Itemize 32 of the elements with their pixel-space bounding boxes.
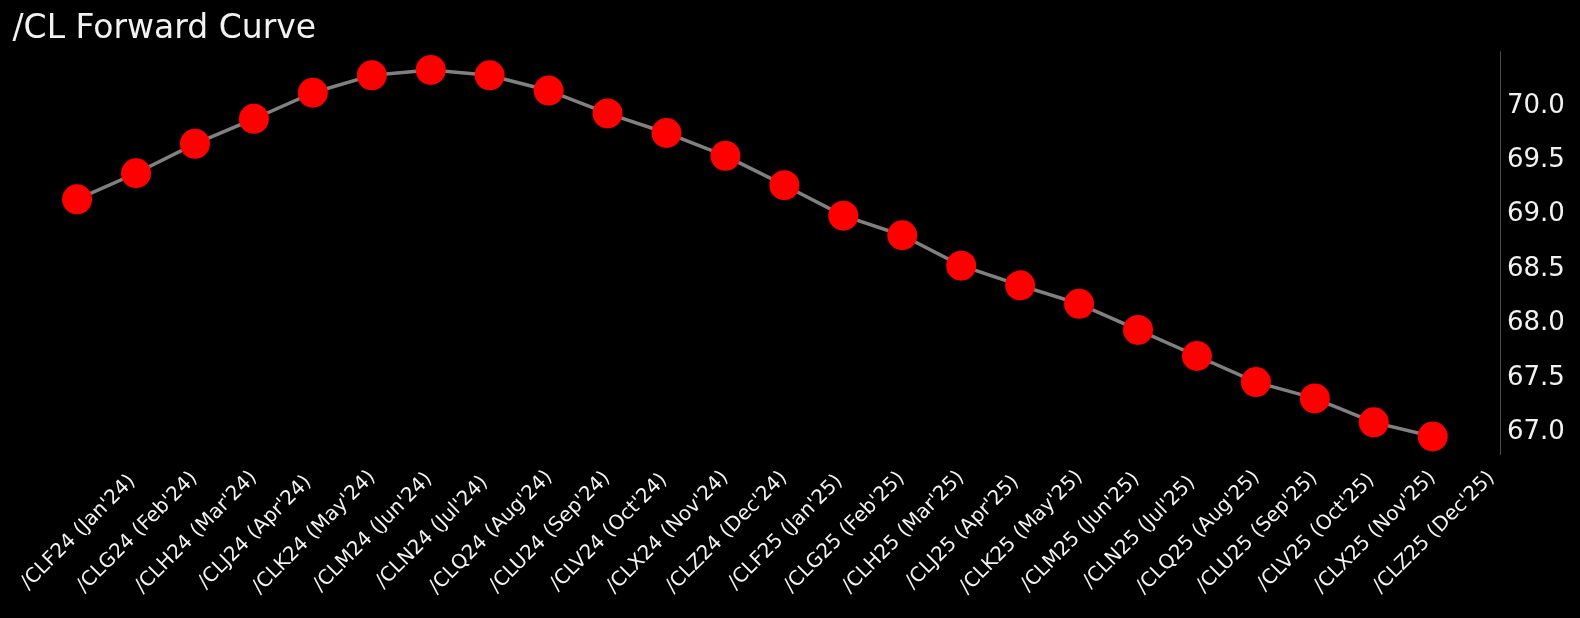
point (1181, 341, 1212, 371)
point (1123, 314, 1154, 345)
y-tick-label: 68.5 (1507, 251, 1565, 282)
chart-title: /CL Forward Curve (12, 7, 317, 46)
point (238, 103, 269, 134)
point (533, 75, 564, 106)
point (1358, 407, 1389, 438)
point (121, 158, 152, 189)
point (415, 54, 446, 85)
point (946, 250, 977, 281)
point (887, 220, 918, 251)
y-tick-label: 69.0 (1507, 197, 1565, 228)
point (297, 77, 328, 108)
y-tick-label: 68.0 (1507, 306, 1565, 337)
point (710, 140, 741, 171)
point (1064, 288, 1095, 319)
y-tick-label: 70.0 (1507, 88, 1565, 119)
point (179, 128, 210, 159)
y-tick-label: 69.5 (1507, 143, 1565, 174)
point (1299, 383, 1330, 414)
point (474, 60, 505, 91)
point (1417, 421, 1448, 452)
point (769, 170, 800, 201)
point (592, 98, 623, 129)
y-tick-label: 67.5 (1507, 360, 1565, 391)
point (828, 200, 859, 231)
point (1240, 367, 1271, 398)
point (356, 60, 387, 91)
point (1005, 270, 1036, 301)
y-tick-label: 67.0 (1507, 414, 1565, 445)
point (651, 117, 682, 148)
point (62, 184, 93, 215)
